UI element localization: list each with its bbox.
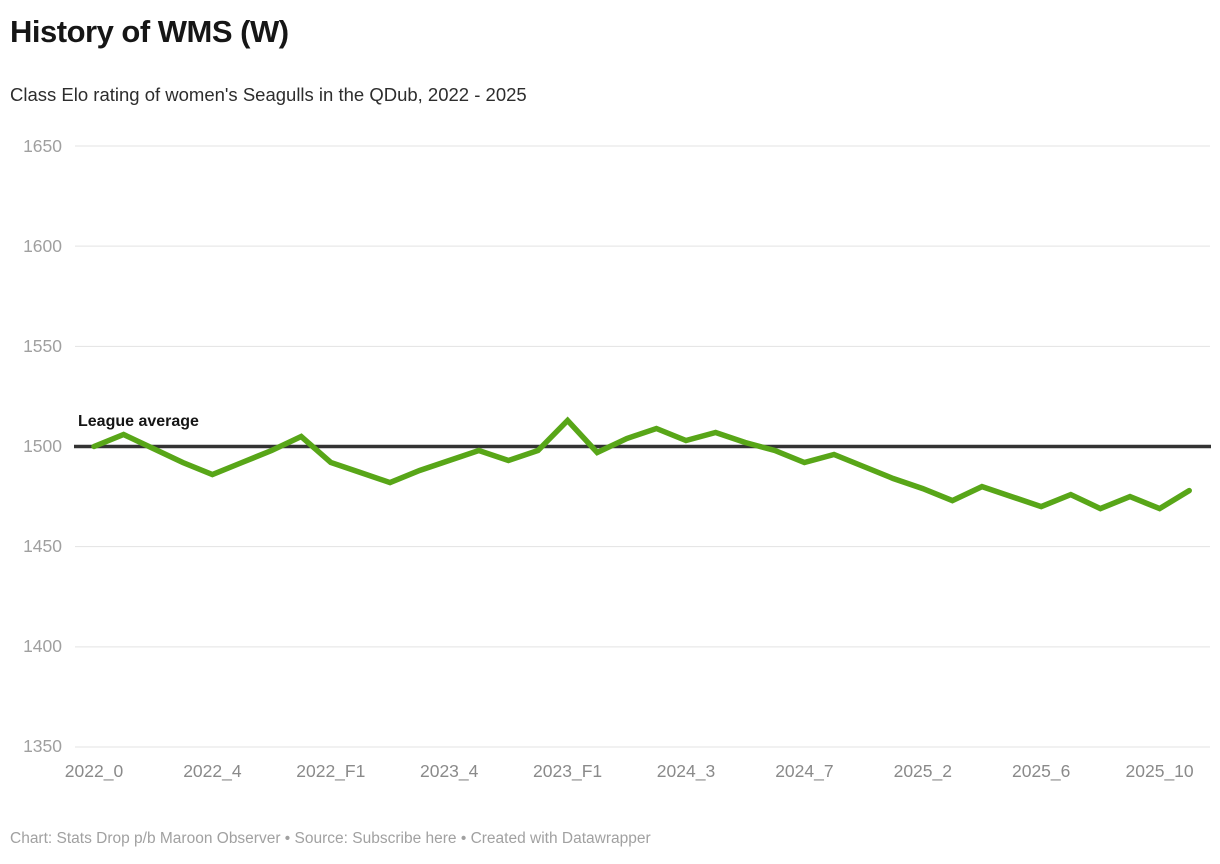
x-axis-label-2024_3: 2024_3: [656, 761, 716, 781]
x-axis-label-2022_F1: 2022_F1: [296, 761, 366, 781]
x-axis-label-2022_4: 2022_4: [183, 761, 242, 781]
footer-credit-suffix: • Created with Datawrapper: [456, 830, 651, 847]
x-axis-label-2025_2: 2025_2: [893, 761, 952, 781]
footer-credit-prefix: Chart: Stats Drop p/b Maroon Observer • …: [10, 830, 353, 847]
elo-rating-line: [91, 416, 1192, 512]
footer-source-link[interactable]: Subscribe here: [352, 830, 457, 847]
y-axis-label-1500: 1500: [23, 435, 62, 456]
x-axis-label-2023_4: 2023_4: [419, 761, 479, 781]
page-subtitle: Class Elo rating of women's Seagulls in …: [10, 84, 527, 105]
x-axis-label-2023_F1: 2023_F1: [533, 761, 603, 781]
x-axis-label-2022_0: 2022_0: [64, 761, 124, 781]
y-axis-label-1450: 1450: [23, 536, 62, 557]
y-axis-label-1600: 1600: [23, 235, 62, 256]
x-axis-label-2025_6: 2025_6: [1011, 761, 1071, 781]
page-title: History of WMS (W): [10, 14, 289, 49]
x-axis-label-2025_10: 2025_10: [1125, 761, 1194, 781]
y-axis-label-1400: 1400: [23, 636, 62, 657]
league-average-label: League average: [78, 413, 199, 430]
y-axis-label-1550: 1550: [23, 335, 62, 356]
y-axis-label-1350: 1350: [23, 736, 62, 757]
x-axis-label-2024_7: 2024_7: [775, 761, 834, 781]
y-axis-label-1650: 1650: [23, 135, 62, 156]
footer-credit: Chart: Stats Drop p/b Maroon Observer • …: [10, 830, 651, 848]
